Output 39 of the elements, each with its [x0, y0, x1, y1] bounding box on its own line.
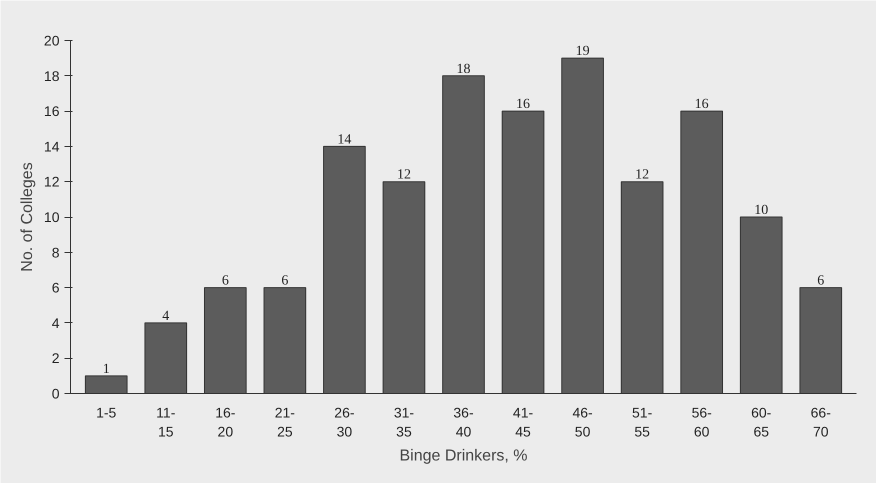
x-tick-label: 36- 40	[453, 404, 474, 440]
x-tick-label: 51- 55	[632, 404, 653, 440]
data-label: 6	[222, 274, 229, 289]
y-tick-label: 20	[44, 32, 60, 48]
x-tick-label: 31- 35	[394, 404, 414, 440]
data-label: 6	[817, 274, 824, 289]
x-tick-label: 56- 60	[692, 404, 712, 440]
data-label: 18	[456, 62, 470, 77]
y-tick-label: 4	[52, 314, 60, 331]
x-tick-label: 60- 65	[751, 404, 772, 440]
data-label: 1	[102, 362, 110, 377]
y-tick-label: 2	[52, 350, 60, 366]
data-label: 12	[635, 168, 650, 183]
y-tick-label: 12	[44, 174, 60, 190]
y-tick-label: 8	[52, 244, 60, 260]
x-tick-label: 66- 70	[810, 404, 832, 440]
y-axis-title: No. of Colleges	[18, 162, 36, 272]
data-label: 4	[162, 308, 170, 324]
x-tick-label: 26- 30	[334, 404, 355, 440]
data-label: 19	[576, 44, 590, 60]
data-label: 14	[337, 132, 352, 148]
y-tick-label: 0	[52, 386, 60, 402]
y-tick-label: 6	[52, 280, 60, 296]
x-axis-title: Binge Drinkers, %	[399, 448, 528, 465]
x-tick-label: 1-5	[96, 404, 117, 420]
x-tick-label: 16- 20	[215, 404, 236, 440]
x-tick-label: 41- 45	[512, 404, 534, 440]
data-label: 16	[516, 97, 530, 112]
x-tick-label: 21- 25	[274, 404, 296, 440]
y-tick-label: 10	[44, 209, 60, 225]
x-tick-label: 11- 15	[156, 404, 176, 440]
data-label: 16	[694, 97, 709, 112]
y-tick-label: 18	[44, 68, 60, 84]
y-tick-label: 14	[44, 138, 60, 154]
data-label: 10	[754, 203, 768, 218]
data-label: 6	[281, 274, 288, 289]
y-tick-label: 16	[44, 103, 60, 120]
x-tick-label: 46- 50	[572, 404, 594, 440]
data-label: 12	[396, 168, 411, 183]
